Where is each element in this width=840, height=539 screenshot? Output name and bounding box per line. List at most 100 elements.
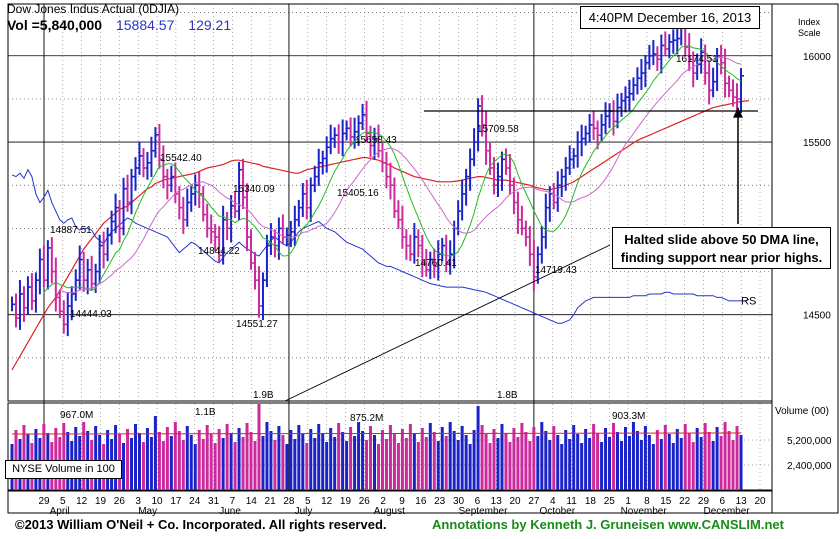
x-tick-label: 3	[135, 496, 141, 507]
volume-bar	[596, 433, 600, 490]
x-tick-label: 22	[679, 496, 691, 507]
volume-bar	[337, 423, 341, 490]
ma50-layer	[11, 100, 750, 371]
volume-bar	[444, 436, 448, 490]
datetime-box: 4:40PM December 16, 2013	[580, 6, 760, 29]
x-tick-label: 4	[550, 496, 556, 507]
volume-bar	[464, 435, 468, 490]
volume-bar	[627, 436, 631, 490]
index-scale-label: Index	[798, 17, 821, 27]
volume-bar	[400, 429, 404, 490]
x-tick-label: 15	[660, 496, 672, 507]
x-tick-label: 16	[415, 496, 427, 507]
volume-bar	[659, 439, 663, 490]
volume-bar	[432, 432, 436, 490]
volume-bar	[524, 432, 528, 490]
volume-bar	[149, 437, 153, 490]
month-label: April	[50, 506, 70, 517]
x-tick-label: 14	[246, 496, 258, 507]
volume-bar	[408, 424, 412, 490]
x-tick-label: 5	[60, 496, 66, 507]
volume-bar	[249, 432, 253, 490]
rs-label: RS	[741, 295, 756, 307]
price-label: 15405.16	[337, 188, 379, 199]
price-labels-layer: 14887.51 14444.03 15542.40 15340.09 14844.22…	[50, 54, 718, 424]
x-tick-label: 17	[170, 496, 182, 507]
nyse-volume-legend: NYSE Volume in 100	[5, 460, 122, 479]
x-tick-label: 12	[321, 496, 333, 507]
volume-bar	[731, 440, 735, 490]
volume-bar	[723, 422, 727, 490]
volume-bar	[655, 430, 659, 490]
volume-bar	[612, 423, 616, 490]
volume-bar	[707, 432, 711, 490]
volume-bar	[34, 429, 38, 490]
price-bars-layer	[11, 14, 744, 337]
price-label: 15709.58	[477, 124, 519, 135]
volume-bar	[42, 424, 46, 490]
volume-readout: Vol =5,840,000 15884.57 129.21	[7, 17, 231, 33]
volume-bar	[592, 424, 596, 490]
volume-bar	[508, 442, 512, 490]
volume-bar	[173, 422, 177, 490]
volume-bar	[388, 425, 392, 490]
volume-bar	[691, 442, 695, 490]
volume-bar	[623, 427, 627, 490]
volume-bar	[229, 433, 233, 490]
x-tick-label: 29	[698, 496, 710, 507]
ma10-layer	[43, 45, 742, 293]
x-tick-label: 19	[340, 496, 352, 507]
volume-bar	[452, 431, 456, 490]
ma50-line	[11, 100, 750, 371]
volume-bar	[122, 443, 126, 490]
volume-bar	[157, 432, 161, 490]
annotation-line-1: Halted slide above 50 DMA line,	[624, 232, 819, 247]
volume-bar	[297, 425, 301, 490]
volume-tick-label: 2,400,000	[787, 461, 832, 472]
volume-label: 967.0M	[60, 410, 93, 421]
volume-bar	[317, 424, 321, 490]
x-tick-label: 13	[491, 496, 503, 507]
volume-bar	[711, 441, 715, 490]
volume-label: 875.2M	[350, 413, 383, 424]
volume-bar	[556, 435, 560, 490]
annotation-arrow-head	[733, 107, 743, 118]
volume-bar	[576, 434, 580, 490]
price-label: 15542.40	[160, 153, 202, 164]
volume-bar	[532, 427, 536, 490]
volume-bar	[130, 438, 134, 490]
volume-bar	[114, 425, 118, 490]
volume-bar	[424, 437, 428, 490]
price-label: 15658.43	[355, 135, 397, 146]
x-tick-label: 2	[380, 496, 386, 507]
volume-bar	[552, 426, 556, 490]
price-change: 129.21	[188, 17, 232, 33]
copyright-text: ©2013 William O'Neil + Co. Incorporated.…	[15, 517, 387, 532]
volume-bar	[341, 432, 345, 490]
volume-bar	[281, 435, 285, 490]
month-label: December	[703, 506, 750, 517]
x-tick-label: 12	[76, 496, 88, 507]
volume-bar	[169, 436, 173, 490]
volume-bar	[564, 430, 568, 490]
volume-bar	[213, 443, 217, 490]
month-label: July	[295, 506, 313, 517]
chart-title: Dow Jones Indus Actual (0DJIA)	[7, 2, 180, 16]
x-tick-label: 24	[189, 496, 201, 507]
volume-bar	[62, 423, 66, 490]
volume-bar	[631, 422, 635, 490]
volume-bar	[600, 442, 604, 490]
volume-label: 1.1B	[195, 407, 216, 418]
volume-bar	[345, 441, 349, 490]
volume-bar	[647, 435, 651, 490]
price-label: 16174.51	[676, 54, 718, 65]
x-tick-label: 27	[528, 496, 540, 507]
volume-bar	[325, 442, 329, 490]
volume-bar	[301, 434, 305, 490]
volume-bar	[735, 426, 739, 490]
volume-bar	[257, 404, 261, 490]
x-tick-label: 25	[604, 496, 616, 507]
volume-bar	[137, 433, 141, 490]
month-label: August	[374, 506, 405, 517]
ma21-layer	[59, 56, 742, 294]
